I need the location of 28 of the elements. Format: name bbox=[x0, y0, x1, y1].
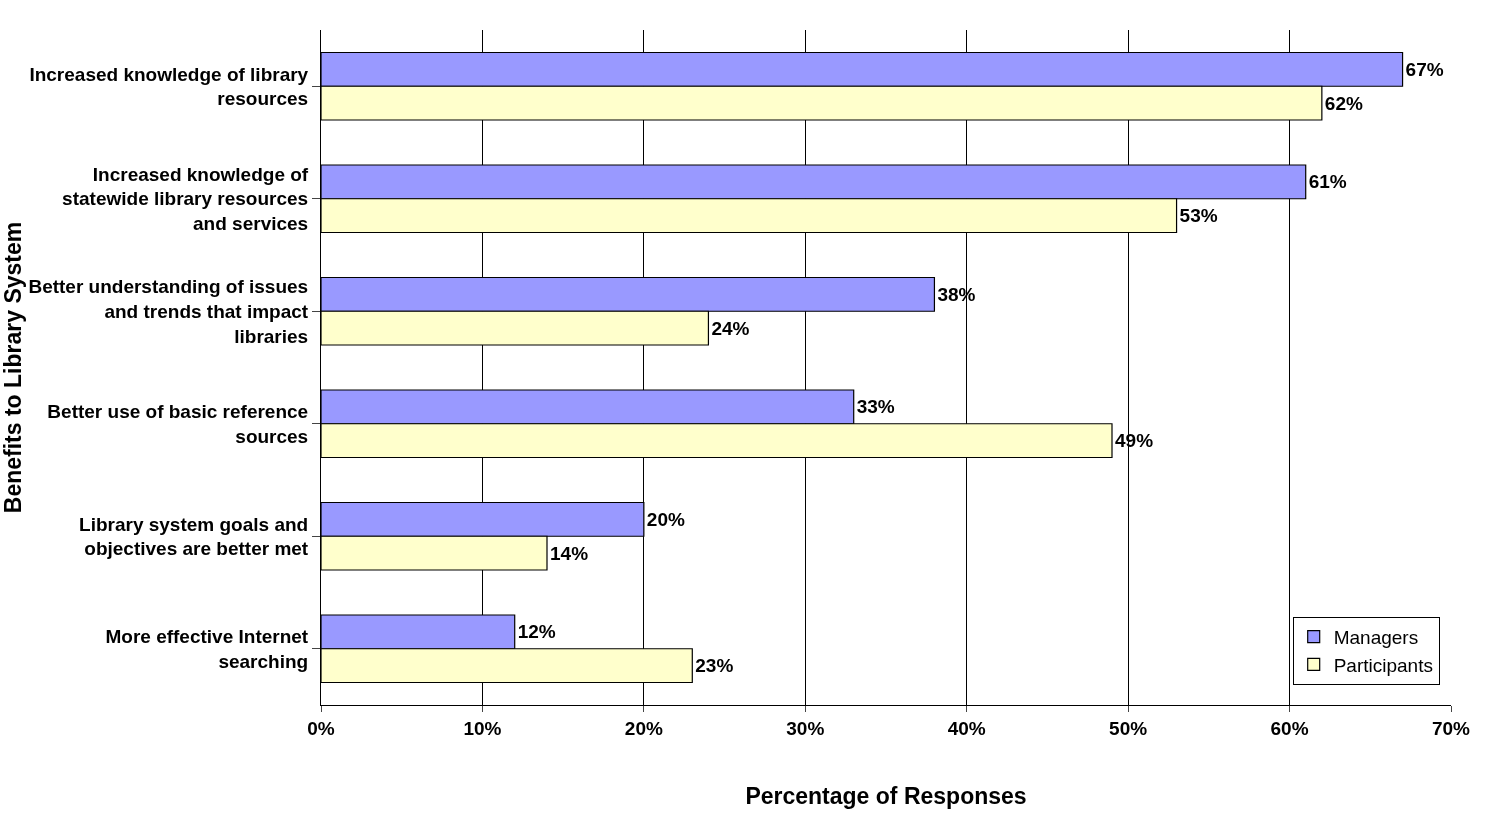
x-tick-label: 60% bbox=[1270, 717, 1309, 739]
x-axis-title: Percentage of Responses bbox=[745, 783, 1027, 810]
x-tick-label: 50% bbox=[1109, 717, 1148, 739]
data-label: 20% bbox=[646, 508, 685, 530]
x-tick-label: 0% bbox=[307, 717, 335, 739]
data-label: 33% bbox=[856, 396, 895, 418]
data-label: 14% bbox=[550, 542, 589, 564]
data-label: 53% bbox=[1179, 205, 1218, 227]
y-tick-label: Increased knowledge of library resources bbox=[29, 63, 309, 110]
data-label: 67% bbox=[1405, 58, 1444, 80]
x-tick-label: 70% bbox=[1431, 717, 1471, 739]
y-tick-label: Better use of basic reference sources bbox=[47, 401, 309, 447]
data-label: 24% bbox=[711, 317, 750, 339]
y-tick-label: Increased knowledge of statewide library resources and services bbox=[62, 163, 309, 235]
x-tick-label: 10% bbox=[463, 717, 502, 739]
legend-label: Participants bbox=[1333, 654, 1433, 676]
data-label: 12% bbox=[517, 621, 556, 643]
data-label: 23% bbox=[695, 655, 734, 677]
legend-label: Managers bbox=[1333, 627, 1419, 649]
y-axis-title: Benefits to Library System bbox=[0, 221, 26, 514]
y-tick-label: Library system goals and objectives are better met bbox=[79, 513, 309, 560]
y-tick-label: More effective Internet searching bbox=[105, 626, 309, 672]
x-tick-label: 20% bbox=[624, 717, 663, 739]
x-tick-label: 40% bbox=[947, 717, 986, 739]
data-label: 62% bbox=[1324, 92, 1363, 114]
y-tick-label: Better understanding of issues and trends that impact libraries bbox=[28, 276, 309, 347]
data-label: 61% bbox=[1308, 171, 1347, 193]
x-tick-label: 30% bbox=[786, 717, 825, 739]
